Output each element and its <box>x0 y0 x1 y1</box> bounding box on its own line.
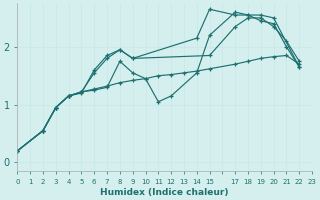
X-axis label: Humidex (Indice chaleur): Humidex (Indice chaleur) <box>100 188 229 197</box>
